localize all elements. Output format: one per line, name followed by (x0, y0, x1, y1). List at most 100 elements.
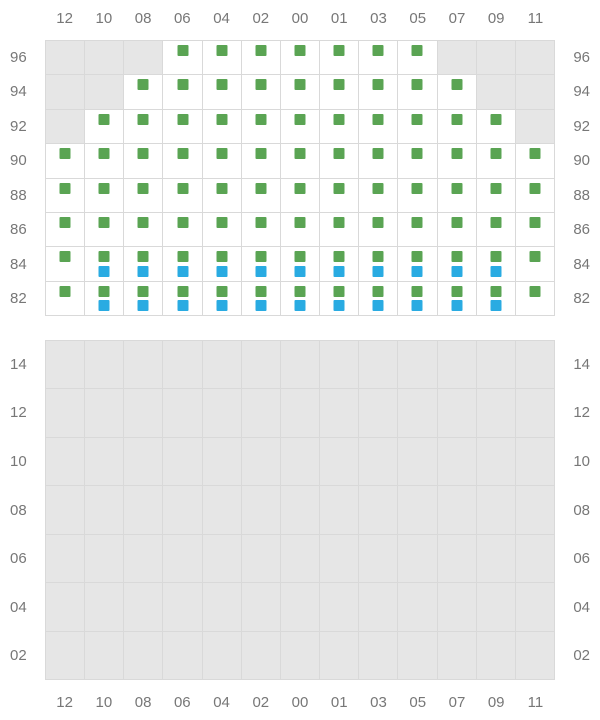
grid-cell (515, 75, 554, 108)
grid-cell (437, 179, 476, 212)
grid-cell (476, 486, 515, 533)
marker-green (451, 114, 462, 125)
grid-cell (515, 179, 554, 212)
grid-cell (358, 247, 397, 280)
row-label: 02 (0, 631, 45, 680)
grid-cell (397, 75, 436, 108)
marker-green (373, 183, 384, 194)
grid-cell (515, 583, 554, 630)
grid-cell (515, 438, 554, 485)
row-label: 14 (0, 340, 45, 389)
grid-cell (123, 535, 162, 582)
grid-cell (162, 438, 201, 485)
grid-row (46, 212, 554, 246)
marker-green (255, 251, 266, 262)
column-label: 11 (516, 694, 555, 711)
column-label: 10 (84, 694, 123, 711)
grid-cell (162, 486, 201, 533)
marker-green (99, 183, 110, 194)
grid-cell (358, 213, 397, 246)
grid-cell (437, 535, 476, 582)
grid-cell (476, 41, 515, 74)
grid-cell (202, 486, 241, 533)
grid-cell (162, 41, 201, 74)
grid-cell (437, 632, 476, 679)
marker-green (490, 286, 501, 297)
marker-green (255, 79, 266, 90)
grid-row (46, 437, 554, 485)
grid-cell (280, 341, 319, 388)
grid-cell (319, 213, 358, 246)
marker-green (451, 286, 462, 297)
grid-cell (437, 282, 476, 315)
grid-cell (515, 341, 554, 388)
grid-cell (202, 110, 241, 143)
grid-cell (319, 179, 358, 212)
grid-cell (84, 144, 123, 177)
grid-cell (319, 75, 358, 108)
grid-cell (46, 144, 84, 177)
grid-cell (162, 341, 201, 388)
marker-green (255, 45, 266, 56)
marker-green (255, 183, 266, 194)
grid-cell (162, 144, 201, 177)
marker-green (138, 217, 149, 228)
row-labels-right: 9694929088868482 (555, 40, 600, 316)
marker-green (412, 217, 423, 228)
grid-cell (84, 389, 123, 436)
grid-cell (358, 583, 397, 630)
grid-cell (46, 632, 84, 679)
marker-green (295, 45, 306, 56)
marker-green (373, 148, 384, 159)
grid-cell (437, 389, 476, 436)
row-label: 04 (0, 583, 45, 632)
row-label: 92 (555, 109, 600, 144)
grid-cell (84, 247, 123, 280)
marker-blue (138, 300, 149, 311)
grid-cell (202, 632, 241, 679)
grid-cell (241, 438, 280, 485)
marker-green (295, 251, 306, 262)
grid-cell (241, 583, 280, 630)
grid-cell (397, 486, 436, 533)
row-label: 90 (0, 144, 45, 179)
grid-cell (515, 282, 554, 315)
grid-cell (241, 486, 280, 533)
grid-cell (280, 438, 319, 485)
marker-green (334, 217, 345, 228)
grid-cell (241, 535, 280, 582)
marker-green (255, 217, 266, 228)
marker-green (216, 114, 227, 125)
grid-cell (241, 179, 280, 212)
row-label: 08 (0, 486, 45, 535)
row-label: 90 (555, 144, 600, 179)
grid-cell (437, 247, 476, 280)
grid-cell (46, 535, 84, 582)
grid-cell (397, 341, 436, 388)
grid-cell (123, 438, 162, 485)
row-labels-left: 9694929088868482 (0, 40, 45, 316)
marker-green (99, 114, 110, 125)
grid-cell (46, 75, 84, 108)
marker-green (334, 251, 345, 262)
grid-cell (280, 535, 319, 582)
grid-cell (319, 144, 358, 177)
marker-green (177, 251, 188, 262)
marker-green (529, 286, 540, 297)
grid-cell (46, 389, 84, 436)
marker-green (412, 79, 423, 90)
grid-cell (397, 389, 436, 436)
grid-cell (397, 438, 436, 485)
grid-cell (476, 341, 515, 388)
marker-blue (177, 266, 188, 277)
grid-cell (358, 438, 397, 485)
grid-cell (84, 438, 123, 485)
grid-cell (202, 438, 241, 485)
grid-cell (280, 247, 319, 280)
marker-blue (138, 266, 149, 277)
marker-green (255, 114, 266, 125)
marker-green (99, 217, 110, 228)
row-label: 88 (555, 178, 600, 213)
grid-cell (476, 110, 515, 143)
grid-cell (319, 341, 358, 388)
